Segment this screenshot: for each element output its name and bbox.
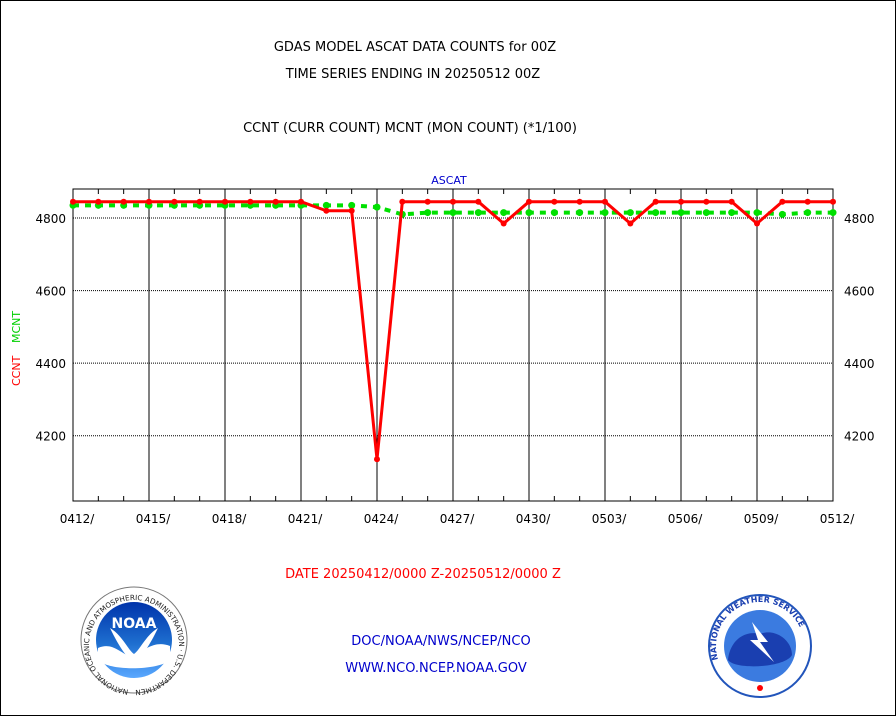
data-point-ccnt [146,198,152,205]
data-point-ccnt [222,198,228,205]
data-point-ccnt [323,207,330,214]
y-tick-label-right: 4200 [844,430,875,444]
x-tick-label: 0506/ [668,512,704,526]
org-link[interactable]: DOC/NOAA/NWS/NCEP/NCO [351,634,530,649]
data-point-mcnt [677,209,685,217]
series-layer [69,198,837,463]
x-tick-label: 0430/ [516,512,552,526]
grid-lines [73,189,833,501]
chart-subtitle: CCNT (CURR COUNT) MCNT (MON COUNT) (*1/1… [243,121,577,136]
plot-border [72,188,834,502]
data-point-ccnt [602,198,608,205]
y-tick-label-left: 4600 [35,285,66,299]
data-point-mcnt [424,209,432,217]
data-point-ccnt [830,198,836,205]
data-point-mcnt [373,203,381,211]
data-point-ccnt [247,198,254,205]
data-point-mcnt [652,209,660,217]
data-point-mcnt [728,209,736,217]
data-point-ccnt [424,198,431,205]
x-tick-labels: 0412/0415/0418/0421/0424/0427/0430/0503/… [60,512,856,526]
data-point-ccnt [500,220,507,227]
data-point-ccnt [171,198,178,205]
y-tick-label-left: 4200 [35,430,66,444]
panel-title: ASCAT [431,174,467,187]
y-tick-label-right: 4400 [844,357,875,371]
data-point-ccnt [551,198,558,205]
x-tick-label: 0503/ [592,512,628,526]
chart-title-line1: GDAS MODEL ASCAT DATA COUNTS for 00Z [274,40,556,55]
data-point-mcnt [626,209,634,217]
data-point-ccnt [754,220,760,227]
data-point-ccnt [450,198,456,205]
data-point-ccnt [348,207,355,214]
nws-logo: NATIONAL WEATHER SERVICE [708,594,812,698]
data-point-mcnt [449,209,457,217]
data-point-ccnt [728,198,735,205]
noaa-logo-text: NOAA [112,616,157,632]
y-tick-label-right: 4800 [844,212,875,226]
y-tick-labels: 4200 4200 4400 4400 4600 4600 4800 4800 [35,212,874,444]
data-point-mcnt [702,209,710,217]
x-tick-label: 0427/ [440,512,476,526]
x-tick-label: 0509/ [744,512,780,526]
data-point-ccnt [652,198,659,205]
data-point-ccnt [526,198,532,205]
data-point-ccnt [475,198,482,205]
data-point-ccnt [95,198,102,205]
data-point-mcnt [322,201,330,209]
data-point-ccnt [703,198,710,205]
data-point-mcnt [601,209,609,217]
x-tick-label: 0421/ [288,512,324,526]
x-tick-label: 0415/ [136,512,172,526]
data-point-ccnt [196,198,203,205]
y-tick-label-left: 4400 [35,357,66,371]
data-point-mcnt [550,209,558,217]
data-point-ccnt [678,198,684,205]
x-tick-label: 0512/ [820,512,856,526]
date-range-label: DATE 20250412/0000 Z-20250512/0000 Z [285,567,561,582]
data-point-ccnt [70,198,76,205]
data-point-mcnt [753,209,761,217]
data-point-mcnt [778,210,786,218]
noaa-logo: NOAA NATIONAL OCEANIC AND ATMOSPHERIC AD… [0,0,188,697]
data-point-mcnt [804,209,812,217]
data-point-ccnt [120,198,127,205]
x-tick-label: 0418/ [212,512,248,526]
data-point-mcnt [474,209,482,217]
data-point-ccnt [627,220,634,227]
data-point-ccnt [399,198,406,205]
y-tick-label-right: 4600 [844,285,875,299]
data-point-mcnt [525,209,533,217]
data-point-mcnt [500,209,508,217]
data-point-ccnt [272,198,279,205]
y-axis-label-ccnt: CCNT [10,355,23,386]
data-point-mcnt [576,209,584,217]
data-point-ccnt [576,198,583,205]
data-point-ccnt [374,456,380,463]
x-tick-label: 0412/ [60,512,96,526]
chart-title-line2: TIME SERIES ENDING IN 20250512 00Z [285,67,541,82]
data-point-ccnt [298,198,304,205]
data-point-mcnt [348,201,356,209]
data-point-ccnt [779,198,786,205]
data-point-ccnt [804,198,811,205]
y-tick-label-left: 4800 [35,212,66,226]
website-link[interactable]: WWW.NCO.NCEP.NOAA.GOV [345,661,527,676]
x-tick-label: 0424/ [364,512,400,526]
data-point-mcnt [829,209,837,217]
y-axis-label-mcnt: MCNT [10,311,23,343]
